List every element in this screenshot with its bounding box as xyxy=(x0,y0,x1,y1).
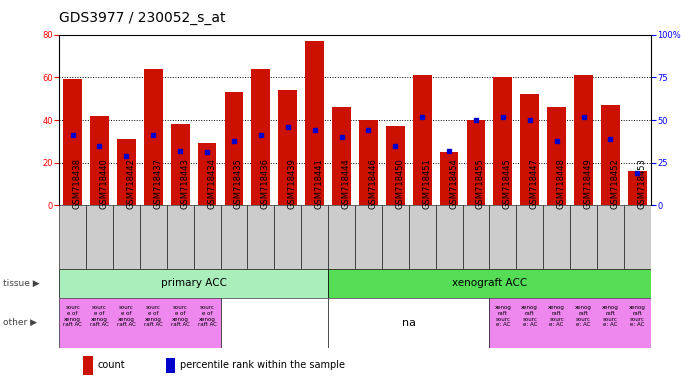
Text: xenog
raft
sourc
e: AC: xenog raft sourc e: AC xyxy=(629,305,646,328)
Text: na: na xyxy=(402,318,416,328)
Bar xyxy=(221,205,247,269)
Text: GSM718444: GSM718444 xyxy=(342,158,351,209)
Text: percentile rank within the sample: percentile rank within the sample xyxy=(180,360,345,370)
Text: tissue ▶: tissue ▶ xyxy=(3,279,40,288)
Text: primary ACC: primary ACC xyxy=(161,278,227,288)
Bar xyxy=(113,205,140,269)
Bar xyxy=(193,205,221,269)
Bar xyxy=(440,152,459,205)
Bar xyxy=(601,105,620,205)
Bar xyxy=(332,107,351,205)
Bar xyxy=(463,205,489,269)
Bar xyxy=(543,205,570,269)
Bar xyxy=(328,298,489,348)
Text: sourc
e of
xenog
raft AC: sourc e of xenog raft AC xyxy=(171,305,189,328)
Bar xyxy=(59,298,221,348)
Text: GSM718439: GSM718439 xyxy=(287,158,296,209)
Text: GSM718448: GSM718448 xyxy=(557,158,566,209)
Text: GSM718453: GSM718453 xyxy=(638,158,647,209)
Bar xyxy=(382,205,409,269)
Bar xyxy=(86,205,113,269)
Bar xyxy=(570,205,597,269)
Bar xyxy=(521,94,539,205)
Text: GSM718445: GSM718445 xyxy=(503,158,512,209)
Text: GSM718452: GSM718452 xyxy=(610,158,619,209)
Text: GSM718441: GSM718441 xyxy=(315,158,324,209)
Bar xyxy=(516,205,543,269)
Bar xyxy=(198,144,216,205)
Bar xyxy=(436,205,463,269)
Bar xyxy=(117,139,136,205)
Text: GSM718454: GSM718454 xyxy=(449,158,458,209)
Bar xyxy=(489,298,651,348)
Bar xyxy=(140,205,167,269)
Text: GSM718434: GSM718434 xyxy=(207,158,216,209)
Text: GSM718443: GSM718443 xyxy=(180,158,189,209)
Text: GSM718436: GSM718436 xyxy=(261,157,270,209)
Bar xyxy=(493,77,512,205)
Bar xyxy=(90,116,109,205)
Bar xyxy=(413,75,432,205)
Bar xyxy=(624,205,651,269)
Bar xyxy=(328,205,355,269)
Bar xyxy=(166,358,175,373)
Bar xyxy=(574,75,593,205)
Text: other ▶: other ▶ xyxy=(3,318,38,327)
Bar xyxy=(59,205,86,269)
Bar xyxy=(247,205,274,269)
Bar xyxy=(63,79,82,205)
Text: GSM718450: GSM718450 xyxy=(395,158,404,209)
Text: GSM718449: GSM718449 xyxy=(583,158,592,209)
Bar xyxy=(167,205,193,269)
Bar xyxy=(59,269,328,298)
Text: xenog
raft
sourc
e: AC: xenog raft sourc e: AC xyxy=(575,305,592,328)
Bar xyxy=(628,171,647,205)
Text: GSM718437: GSM718437 xyxy=(153,157,162,209)
Text: GSM718438: GSM718438 xyxy=(72,157,81,209)
Text: xenog
raft
sourc
e: AC: xenog raft sourc e: AC xyxy=(521,305,538,328)
Text: xenog
raft
sourc
e: AC: xenog raft sourc e: AC xyxy=(548,305,565,328)
Text: xenog
raft
sourc
e: AC: xenog raft sourc e: AC xyxy=(494,305,512,328)
Text: count: count xyxy=(97,360,125,370)
Text: GSM718435: GSM718435 xyxy=(234,158,243,209)
Text: sourc
e of
xenog
raft AC: sourc e of xenog raft AC xyxy=(63,305,82,328)
Text: xenograft ACC: xenograft ACC xyxy=(452,278,527,288)
Text: sourc
e of
xenog
raft AC: sourc e of xenog raft AC xyxy=(117,305,136,328)
Text: GSM718446: GSM718446 xyxy=(368,158,377,209)
Bar xyxy=(274,205,301,269)
Bar xyxy=(306,41,324,205)
Bar xyxy=(83,356,93,375)
Bar xyxy=(547,107,566,205)
Bar xyxy=(355,205,382,269)
Bar xyxy=(359,120,378,205)
Text: xenog
raft
sourc
e: AC: xenog raft sourc e: AC xyxy=(602,305,619,328)
Text: GSM718440: GSM718440 xyxy=(100,158,109,209)
Bar xyxy=(301,205,328,269)
Text: sourc
e of
xenog
raft AC: sourc e of xenog raft AC xyxy=(198,305,216,328)
Bar xyxy=(597,205,624,269)
Bar xyxy=(278,90,297,205)
Text: sourc
e of
xenog
raft AC: sourc e of xenog raft AC xyxy=(90,305,109,328)
Text: GDS3977 / 230052_s_at: GDS3977 / 230052_s_at xyxy=(59,11,226,25)
Text: GSM718447: GSM718447 xyxy=(530,158,539,209)
Text: sourc
e of
xenog
raft AC: sourc e of xenog raft AC xyxy=(144,305,163,328)
Bar xyxy=(225,92,244,205)
Bar xyxy=(466,120,485,205)
Bar xyxy=(386,126,404,205)
Bar xyxy=(221,298,328,348)
Bar xyxy=(489,205,516,269)
Bar xyxy=(144,69,163,205)
Bar xyxy=(409,205,436,269)
Bar xyxy=(171,124,189,205)
Text: GSM718442: GSM718442 xyxy=(127,158,136,209)
Bar xyxy=(328,269,651,298)
Bar xyxy=(251,69,270,205)
Text: GSM718455: GSM718455 xyxy=(476,158,485,209)
Text: GSM718451: GSM718451 xyxy=(422,158,432,209)
